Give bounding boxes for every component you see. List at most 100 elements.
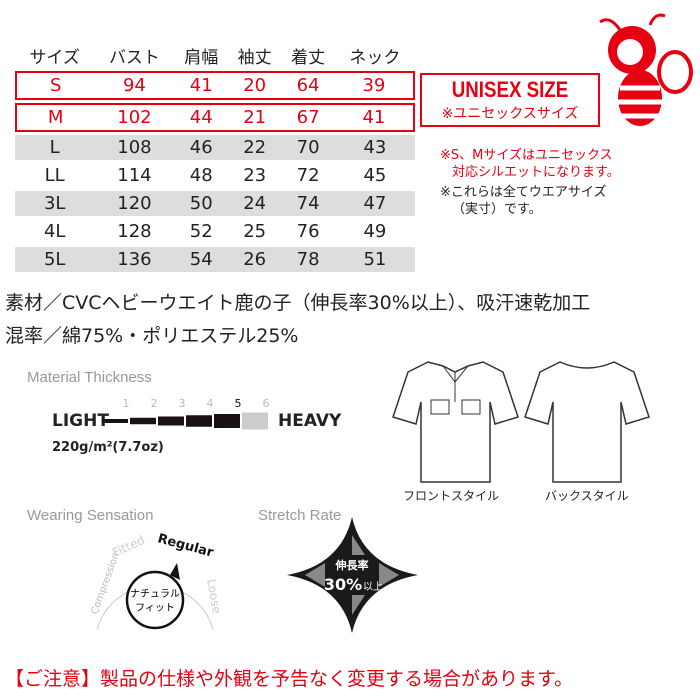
thickness-scale: 1 2 3 4 5 6: [102, 397, 270, 430]
table-cell: 51: [334, 247, 415, 272]
level-bar: [102, 419, 128, 423]
header-shoulder: 肩幅: [184, 48, 219, 68]
level-bar: [242, 412, 268, 430]
header-neck: ネック: [349, 48, 401, 68]
table-cell: 41: [174, 71, 228, 100]
natural-line1: ナチュラル: [130, 588, 180, 600]
table-row: LL 114 48 23 72 45: [15, 163, 415, 188]
table-cell: 78: [281, 247, 335, 272]
table-cell: 102: [94, 103, 175, 132]
table-cell: 45: [363, 165, 387, 186]
table-cell: S: [15, 71, 95, 100]
table-cell: 54: [174, 247, 228, 272]
table-cell: 39: [334, 71, 415, 100]
heavy-label: HEAVY: [278, 411, 342, 431]
table-cell: 43: [334, 135, 415, 160]
header-sleeve: 袖丈: [237, 48, 272, 68]
stretch-suffix: 以上: [363, 581, 383, 593]
table-cell: 3L: [15, 191, 95, 216]
stretch-label: 伸長率: [335, 558, 369, 572]
table-row: M 102 44 21 67 41: [15, 103, 415, 132]
size-table: サイズ バスト 肩幅 袖丈 着丈 ネック S 94 41 20 64 39 M 102 44 21…: [15, 40, 415, 275]
table-row: 3L 120 50 24 74 47: [15, 191, 415, 216]
weight-label: 220g/m²(7.7oz): [52, 440, 164, 455]
level-bar: [158, 416, 184, 426]
stretch-badge: 伸長率 30% 以上: [287, 517, 418, 633]
light-label: LIGHT: [52, 411, 109, 431]
header-bust: バスト: [108, 48, 160, 68]
table-cell: 20: [227, 71, 282, 100]
table-cell: 44: [174, 103, 228, 132]
table-cell: 136: [94, 247, 175, 272]
unisex-title: UNISEX SIZE: [451, 77, 569, 102]
thickness-title: Material Thickness: [27, 369, 152, 386]
stretch-value: 30%: [324, 575, 362, 594]
front-caption: フロントスタイル: [403, 489, 500, 503]
table-cell: 25: [243, 221, 267, 242]
level-label: 2: [151, 397, 158, 410]
stretch-title: Stretch Rate: [258, 507, 342, 524]
level-bar: [130, 417, 156, 425]
table-cell: 21: [227, 103, 282, 132]
table-row: S 94 41 20 64 39: [15, 71, 415, 100]
table-cell: 64: [281, 71, 335, 100]
disclaimer: 【ご注意】製品の仕様や外観を予告なく変更する場合があります。: [5, 668, 574, 690]
table-cell: 48: [189, 165, 213, 186]
note-black-2: （実寸）です。: [452, 202, 542, 217]
table-cell: 108: [94, 135, 175, 160]
table-cell: 50: [174, 191, 228, 216]
table-cell: 76: [296, 221, 320, 242]
regular-label: Regular: [156, 531, 216, 560]
back-shirt-icon: [524, 361, 650, 483]
level-label: 1: [123, 397, 130, 410]
table-cell: M: [15, 103, 95, 132]
natural-line2: フィット: [135, 603, 175, 614]
header-size: サイズ: [29, 48, 80, 68]
wearing-title: Wearing Sensation: [27, 507, 154, 524]
table-cell: 24: [227, 191, 282, 216]
table-cell: 5L: [15, 247, 95, 272]
table-row: L 108 46 22 70 43: [15, 135, 415, 160]
table-cell: 22: [227, 135, 282, 160]
loose-label: Loose: [204, 578, 224, 615]
table-cell: 70: [281, 135, 335, 160]
level-label: 5: [235, 397, 242, 410]
fitted-label: Fitted: [110, 533, 147, 560]
table-cell: 23: [243, 165, 267, 186]
table-cell: 120: [94, 191, 175, 216]
note-red-2: 対応シルエットになります。: [452, 165, 620, 180]
table-cell: 94: [94, 71, 175, 100]
table-cell: 72: [296, 165, 320, 186]
level-label: 4: [207, 397, 214, 410]
material-line: 素材／CVCヘビーウエイト鹿の子（伸長率30%以上）、吸汗速乾加工: [5, 292, 591, 314]
table-cell: 26: [227, 247, 282, 272]
table-cell: 41: [334, 103, 415, 132]
front-shirt-icon: [392, 361, 519, 483]
unisex-subtitle: ※ユニセックスサイズ: [441, 106, 579, 122]
note-red-1: ※S、Mサイズはユニセックス: [440, 148, 613, 163]
table-header: サイズ バスト 肩幅 袖丈 着丈 ネック: [15, 43, 415, 68]
table-cell: LL: [44, 165, 65, 186]
note-black-1: ※これらは全てウエアサイズ: [440, 185, 607, 200]
table-cell: 4L: [43, 221, 66, 242]
table-cell: 67: [281, 103, 335, 132]
bee-logo-icon: [599, 13, 693, 126]
table-row: 4L 128 52 25 76 49: [15, 219, 415, 244]
wearing-dial: Compression Fitted Regular Loose ナチュラル フ…: [89, 531, 224, 631]
unisex-badge: UNISEX SIZE ※ユニセックスサイズ: [420, 73, 600, 127]
level-label: 3: [179, 397, 186, 410]
table-cell: L: [15, 135, 95, 160]
level-bar: [214, 414, 240, 428]
blend-line: 混率／綿75%・ポリエステル25%: [5, 325, 299, 347]
compression-label: Compression: [89, 551, 122, 616]
table-cell: 128: [117, 221, 152, 242]
table-cell: 74: [281, 191, 335, 216]
back-caption: バックスタイル: [545, 489, 629, 503]
table-cell: 49: [363, 221, 387, 242]
level-label: 6: [263, 397, 270, 410]
level-bar: [186, 415, 212, 427]
table-cell: 46: [174, 135, 228, 160]
header-length: 着丈: [291, 48, 326, 68]
table-cell: 47: [334, 191, 415, 216]
table-cell: 114: [117, 165, 152, 186]
